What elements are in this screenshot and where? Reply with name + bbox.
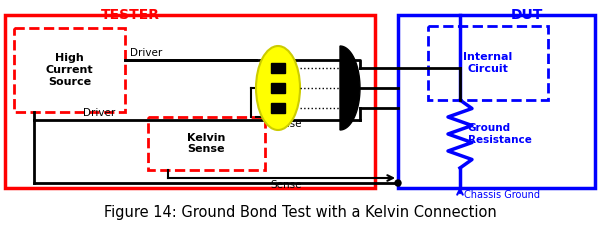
Bar	[14, 28, 125, 112]
Text: Internal
Circuit: Internal Circuit	[463, 52, 512, 74]
Text: Driver: Driver	[130, 48, 162, 58]
Bar	[271, 83, 285, 93]
Text: Driver: Driver	[83, 108, 115, 118]
Text: Sense: Sense	[270, 180, 302, 190]
Ellipse shape	[256, 46, 300, 130]
Bar	[5, 15, 375, 188]
Bar	[148, 117, 265, 170]
Text: Sense: Sense	[270, 119, 302, 129]
Bar	[271, 63, 285, 73]
Bar	[428, 26, 548, 100]
Text: DUT: DUT	[511, 8, 542, 22]
Text: Ground
Resistance: Ground Resistance	[468, 123, 532, 145]
Bar	[398, 15, 595, 188]
Bar	[271, 103, 285, 113]
Text: High
Current
Source: High Current Source	[46, 53, 94, 87]
Text: Chassis Ground: Chassis Ground	[464, 190, 540, 200]
Circle shape	[395, 180, 401, 186]
Text: Kelvin
Sense: Kelvin Sense	[187, 133, 226, 154]
Text: Figure 14: Ground Bond Test with a Kelvin Connection: Figure 14: Ground Bond Test with a Kelvi…	[104, 205, 496, 220]
Polygon shape	[340, 46, 360, 130]
Text: TESTER: TESTER	[101, 8, 160, 22]
